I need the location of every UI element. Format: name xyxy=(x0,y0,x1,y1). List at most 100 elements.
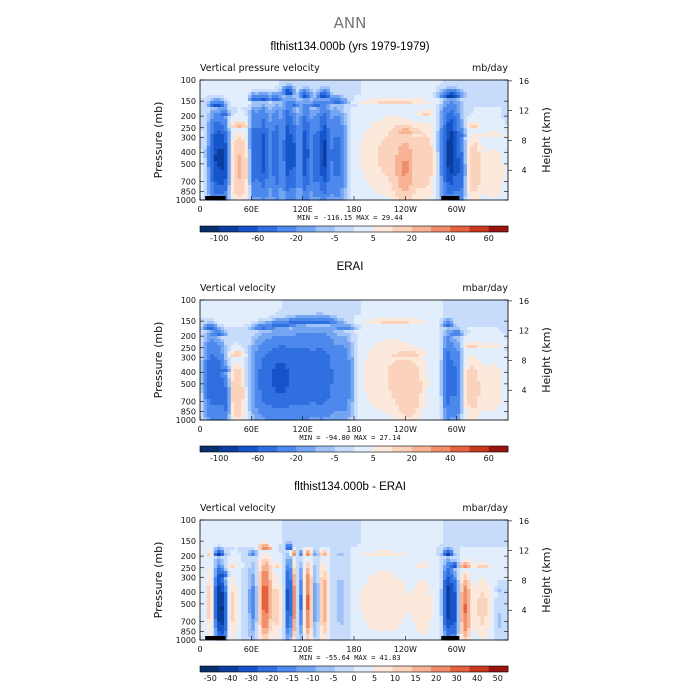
field-cell xyxy=(299,194,304,198)
field-cell xyxy=(206,83,211,87)
field-cell xyxy=(460,170,465,174)
field-cell xyxy=(251,164,256,168)
field-cell xyxy=(285,92,290,96)
field-cell xyxy=(288,122,293,126)
field-cell xyxy=(350,342,355,346)
field-cell xyxy=(354,188,359,192)
field-cell xyxy=(340,315,345,319)
field-cell xyxy=(422,333,427,337)
field-cell xyxy=(453,89,458,93)
field-cell xyxy=(323,158,328,162)
field-cell xyxy=(316,182,321,186)
field-cell xyxy=(343,324,348,328)
field-cell xyxy=(330,83,335,87)
field-cell xyxy=(456,128,461,132)
field-cell xyxy=(282,101,287,105)
field-cell xyxy=(371,98,376,102)
field-cell xyxy=(203,167,208,171)
field-cell xyxy=(501,92,506,96)
field-cell xyxy=(412,89,417,93)
field-cell xyxy=(490,339,495,343)
field-cell xyxy=(340,89,345,93)
field-cell xyxy=(213,116,218,120)
field-cell xyxy=(360,339,365,343)
field-cell xyxy=(466,140,471,144)
field-cell xyxy=(206,315,211,319)
field-cell xyxy=(282,140,287,144)
field-cell xyxy=(217,98,222,102)
field-cell xyxy=(326,194,331,198)
field-cell xyxy=(408,92,413,96)
field-cell xyxy=(203,104,208,108)
field-cell xyxy=(408,122,413,126)
field-cell xyxy=(377,98,382,102)
field-cell xyxy=(288,176,293,180)
field-cell xyxy=(408,89,413,93)
field-cell xyxy=(244,155,249,159)
field-cell xyxy=(254,113,259,117)
field-cell xyxy=(299,98,304,102)
field-cell xyxy=(206,143,211,147)
field-cell xyxy=(234,194,239,198)
field-cell xyxy=(223,179,228,183)
field-cell xyxy=(292,158,297,162)
field-cell xyxy=(367,86,372,90)
field-cell xyxy=(213,339,218,343)
field-cell xyxy=(477,300,482,304)
field-cell xyxy=(220,104,225,108)
field-cell xyxy=(449,92,454,96)
field-cell xyxy=(223,306,228,310)
field-cell xyxy=(432,113,437,117)
field-cell xyxy=(347,315,352,319)
field-cell xyxy=(312,110,317,114)
field-cell xyxy=(419,330,424,334)
field-cell xyxy=(357,89,362,93)
field-cell xyxy=(275,116,280,120)
field-cell xyxy=(306,309,311,313)
field-cell xyxy=(439,80,444,84)
field-cell xyxy=(504,161,509,165)
field-cell xyxy=(285,104,290,108)
field-cell xyxy=(282,155,287,159)
field-cell xyxy=(360,140,365,144)
field-cell xyxy=(288,110,293,114)
field-cell xyxy=(271,83,276,87)
field-cell xyxy=(504,167,509,171)
field-cell xyxy=(401,303,406,307)
field-cell xyxy=(271,152,276,156)
field-cell xyxy=(343,330,348,334)
field-cell xyxy=(230,197,235,201)
field-cell xyxy=(206,107,211,111)
field-cell xyxy=(220,143,225,147)
field-cell xyxy=(470,152,475,156)
field-cell xyxy=(401,194,406,198)
field-cell xyxy=(220,342,225,346)
field-cell xyxy=(288,324,293,328)
field-cell xyxy=(326,173,331,177)
field-cell xyxy=(388,300,393,304)
field-cell xyxy=(408,300,413,304)
field-cell xyxy=(473,134,478,138)
field-cell xyxy=(377,330,382,334)
field-cell xyxy=(234,131,239,135)
field-cell xyxy=(360,95,365,99)
field-cell xyxy=(374,303,379,307)
field-cell xyxy=(323,143,328,147)
field-cell xyxy=(484,324,489,328)
field-cell xyxy=(449,131,454,135)
field-cell xyxy=(371,92,376,96)
field-cell xyxy=(312,155,317,159)
field-cell xyxy=(367,173,372,177)
field-cell xyxy=(309,167,314,171)
field-cell xyxy=(347,155,352,159)
field-cell xyxy=(484,86,489,90)
field-cell xyxy=(258,134,263,138)
field-cell xyxy=(241,122,246,126)
field-cell xyxy=(494,149,499,153)
field-cell xyxy=(271,137,276,141)
field-cell xyxy=(446,327,451,331)
field-cell xyxy=(412,152,417,156)
field-cell xyxy=(429,107,434,111)
field-cell xyxy=(364,83,369,87)
field-cell xyxy=(497,300,502,304)
